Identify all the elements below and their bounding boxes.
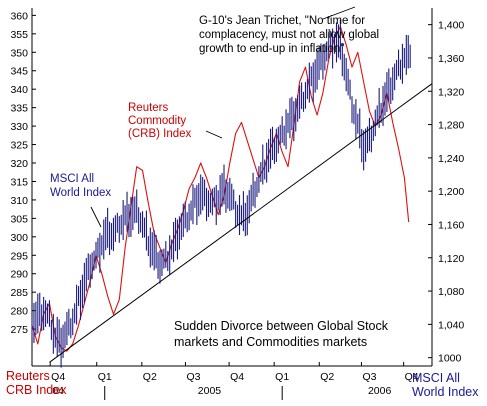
year-label: 2005 xyxy=(198,385,222,397)
right-axis-label-line-2: World Index xyxy=(412,385,479,399)
right-axis-label-line-1: MSCI All xyxy=(412,371,460,385)
left-tick-label: 320 xyxy=(10,158,28,170)
left-tick-label: 325 xyxy=(10,140,28,152)
right-tick-label: 1,320 xyxy=(438,86,464,98)
right-tick-label: 1,240 xyxy=(438,153,464,165)
x-tick-label: Q3 xyxy=(362,371,376,383)
msci-label-line-2: World Index xyxy=(50,187,111,199)
x-tick-label: Q4 xyxy=(51,371,65,383)
right-tick-label: 1,160 xyxy=(438,219,464,231)
divorce-annotation: Sudden Divorce between Global Stock mark… xyxy=(174,319,389,349)
crb-label-line-2: Commodity xyxy=(128,115,186,127)
divorce-line-2: markets and Commodities markets xyxy=(174,335,367,349)
left-tick-label: 345 xyxy=(10,66,28,78)
quote-pointer xyxy=(322,6,356,20)
msci-label-line-1: MSCI All xyxy=(50,173,94,185)
left-tick-label: 280 xyxy=(10,306,28,318)
year-label: 04 xyxy=(52,385,64,397)
right-tick-label: 1000 xyxy=(438,353,462,365)
x-tick-label: Q1 xyxy=(275,371,289,383)
x-tick-label: Q2 xyxy=(320,371,334,383)
quote-line-3: growth to end-up in inflation" xyxy=(199,43,344,55)
left-axis-label: Reuters CRB Index xyxy=(6,369,67,397)
x-tick-label: Q2 xyxy=(143,371,157,383)
year-label: 2006 xyxy=(368,385,392,397)
divorce-line-1: Sudden Divorce between Global Stock xyxy=(174,319,389,333)
left-tick-label: 355 xyxy=(10,29,28,41)
quote-line-1: G-10's Jean Trichet, "No time for xyxy=(199,15,365,27)
right-tick-label: 1,040 xyxy=(438,319,464,331)
trendline xyxy=(49,83,433,363)
left-tick-label: 360 xyxy=(10,10,28,22)
right-tick-label: 1,080 xyxy=(438,286,464,298)
quote-line-2: complacency, must not allow global xyxy=(199,29,379,41)
plot-area xyxy=(31,19,433,368)
crb-label-line-3: (CRB) Index xyxy=(128,128,192,140)
left-tick-label: 335 xyxy=(10,103,28,115)
x-tick-label: Q1 xyxy=(98,371,112,383)
left-tick-label: 305 xyxy=(10,213,28,225)
left-tick-label: 315 xyxy=(10,176,28,188)
left-axis-label-line-2: CRB Index xyxy=(6,383,67,397)
crb-line xyxy=(31,25,410,352)
left-tick-label: 300 xyxy=(10,232,28,244)
right-tick-label: 1,400 xyxy=(438,20,464,32)
right-tick-label: 1,200 xyxy=(438,186,464,198)
left-tick-label: 290 xyxy=(10,269,28,281)
crb-label-line-1: Reuters xyxy=(128,102,169,114)
x-tick-label: Q4 xyxy=(405,371,419,383)
crb-pointer xyxy=(205,130,223,139)
left-tick-label: 275 xyxy=(10,324,28,336)
axes: 275 280 285 290 295 300 305 310 315 320 325 330 335 3… xyxy=(10,8,464,400)
x-tick-label: Q3 xyxy=(186,371,200,383)
crb-annotation: Reuters Commodity (CRB) Index xyxy=(128,102,223,140)
x-tick-label: Q4 xyxy=(230,371,244,383)
msci-pointer xyxy=(90,206,102,228)
left-tick-label: 340 xyxy=(10,84,28,96)
left-axis-label-line-1: Reuters xyxy=(6,369,50,383)
right-tick-label: 1,120 xyxy=(438,253,464,265)
left-tick-label: 285 xyxy=(10,287,28,299)
right-tick-label: 1,360 xyxy=(438,53,464,65)
left-tick-label: 295 xyxy=(10,250,28,262)
right-tick-label: 1,280 xyxy=(438,120,464,132)
right-axis-label: MSCI All World Index xyxy=(412,371,479,399)
msci-annotation: MSCI All World Index xyxy=(50,173,111,228)
left-tick-label: 310 xyxy=(10,195,28,207)
quote-annotation: G-10's Jean Trichet, "No time for compla… xyxy=(199,6,379,55)
left-tick-label: 330 xyxy=(10,121,28,133)
left-tick-label: 350 xyxy=(10,47,28,59)
